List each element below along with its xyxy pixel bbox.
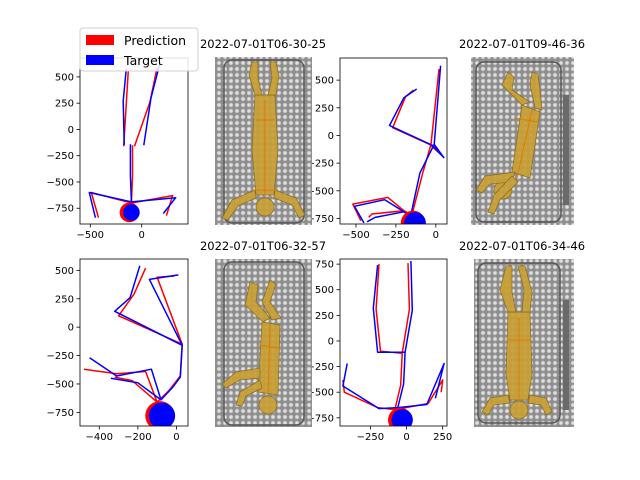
y-tick-label: −500 [307, 388, 334, 399]
pressure-image-3 [215, 259, 312, 427]
y-tick-label: −500 [47, 177, 74, 188]
skeleton-line-prediction [401, 263, 411, 354]
x-tick-label: −500 [342, 230, 369, 241]
plot-area [342, 260, 445, 426]
y-tick-label: −250 [307, 159, 334, 170]
x-tick-label: −400 [86, 432, 113, 443]
skeleton-overlay-2 [513, 109, 539, 179]
x-tick-label: 0 [403, 432, 409, 443]
skeleton-line-target [388, 88, 445, 219]
x-tick-label: 0 [173, 432, 179, 443]
y-tick-label: 0 [328, 131, 334, 142]
pressure-image-1 [215, 57, 312, 225]
x-tick-label: 0 [433, 230, 439, 241]
skeleton-line-prediction [430, 69, 440, 145]
y-tick-label: −250 [47, 151, 74, 162]
skeleton-line-target [143, 62, 161, 146]
x-tick-label: −500 [77, 230, 104, 241]
axes-frame [339, 57, 448, 225]
plot-area [88, 62, 177, 223]
skeleton-overlay-4 [507, 318, 531, 400]
x-tick-label: 0 [139, 230, 145, 241]
axes-frame [339, 258, 448, 427]
y-tick-label: −500 [47, 379, 74, 390]
legend-label-target: Target [123, 53, 163, 68]
skeleton-line-prediction [83, 368, 158, 403]
skeleton-line-target [433, 65, 442, 145]
photo-title-4: 2022-07-01T06-34-46 [459, 239, 585, 253]
pose-chart-1: −500 0 500 250 0 −250 −500 −750 [47, 57, 189, 241]
y-tick-label: −750 [307, 413, 334, 424]
legend-swatch-prediction [86, 35, 114, 45]
photo-title-3: 2022-07-01T06-32-57 [200, 239, 326, 253]
pose-chart-2: −500 −250 0 500 250 0 −250 −500 −750 [307, 57, 448, 241]
head-marker-target [123, 204, 140, 221]
y-tick-label: −750 [47, 408, 74, 419]
pose-chart-4: −250 0 250 750 500 250 0 −250 −500 −750 [307, 258, 452, 443]
y-tick-label: 500 [315, 285, 334, 296]
y-tick-label: −250 [307, 362, 334, 373]
pressure-image-4 [474, 259, 574, 427]
y-tick-label: 750 [315, 260, 334, 271]
legend-label-prediction: Prediction [124, 33, 186, 48]
y-tick-label: 0 [68, 323, 74, 334]
body-figure-2 [475, 71, 543, 215]
photo-title-2: 2022-07-01T09-46-36 [459, 37, 585, 51]
skeleton-line-prediction [375, 264, 403, 410]
skeleton-line-target [372, 265, 406, 408]
y-tick-label: −750 [307, 214, 334, 225]
plot-area [83, 265, 183, 426]
y-tick-label: 0 [328, 336, 334, 347]
x-tick-label: −250 [382, 230, 409, 241]
head-marker-target [404, 212, 426, 224]
skeleton-line-target [404, 260, 414, 353]
x-tick-label: 250 [433, 432, 452, 443]
x-tick-label: −250 [357, 432, 384, 443]
skeleton-line-prediction [391, 89, 442, 216]
head-marker-target [391, 409, 413, 426]
y-tick-label: 500 [55, 72, 74, 83]
skeleton-line-target [89, 357, 162, 401]
y-tick-label: −250 [47, 351, 74, 362]
pose-chart-3: −400 −200 0 500 250 0 −250 −500 −750 [47, 258, 189, 443]
skeleton-line-prediction [117, 267, 183, 403]
y-tick-label: −750 [47, 204, 74, 215]
legend-swatch-target [86, 55, 114, 65]
skeleton-overlay-1 [252, 100, 278, 195]
x-tick-label: −200 [124, 432, 151, 443]
legend: Prediction Target [79, 27, 199, 72]
skeleton-line-target [122, 68, 128, 146]
skeleton-line-target [353, 198, 405, 224]
y-tick-label: 500 [55, 266, 74, 277]
skeleton-line-target [148, 274, 183, 346]
head-marker-target [148, 402, 176, 426]
y-tick-label: 0 [68, 125, 74, 136]
skeleton-line-target [129, 144, 133, 202]
y-tick-label: 250 [315, 103, 334, 114]
plot-area [352, 65, 445, 224]
pressure-image-2 [471, 57, 574, 225]
skeleton-overlay-3 [257, 324, 281, 396]
y-tick-label: 250 [55, 294, 74, 305]
y-tick-label: 500 [315, 76, 334, 87]
y-tick-label: 250 [55, 99, 74, 110]
y-tick-label: 250 [315, 311, 334, 322]
axes-frame [79, 258, 189, 427]
photo-title-1: 2022-07-01T06-30-25 [200, 37, 326, 51]
y-tick-label: −500 [307, 186, 334, 197]
